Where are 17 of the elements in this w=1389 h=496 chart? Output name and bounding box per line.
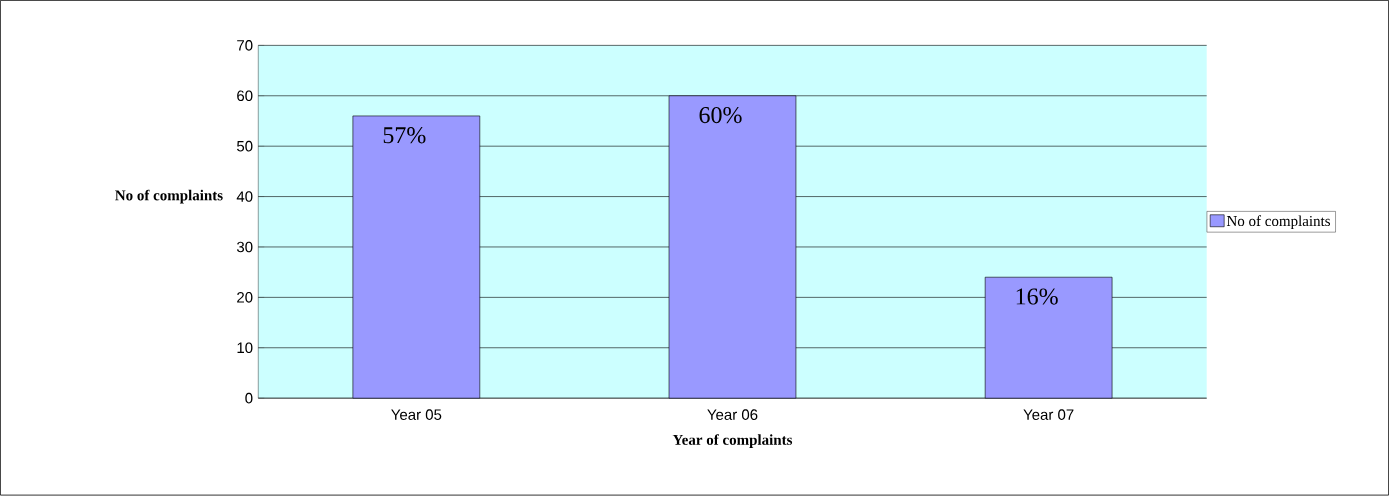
y-tick-label: 10 — [237, 342, 253, 354]
y-tick-label: 40 — [236, 191, 253, 203]
x-tick-label: Year 07 — [1023, 409, 1074, 421]
annotation: 16% — [1016, 288, 1058, 305]
y-tick-label: 20 — [237, 292, 253, 303]
y-tick-label: 0 — [245, 393, 253, 404]
x-axis-title: Year of complaints — [672, 434, 793, 449]
annotation: 57% — [383, 127, 426, 144]
x-tick-label: Year 06 — [707, 409, 758, 421]
y-tick-label: 30 — [236, 241, 253, 253]
y-tick-label: 50 — [236, 141, 253, 152]
x-tick-label: Year 05 — [391, 409, 442, 421]
y-tick-label: 70 — [237, 40, 253, 51]
legend-label: No of complaints — [1226, 215, 1331, 230]
y-tick-label: 60 — [237, 90, 253, 102]
y-axis-title: No of complaints — [115, 189, 223, 204]
annotation: 60% — [699, 107, 742, 124]
